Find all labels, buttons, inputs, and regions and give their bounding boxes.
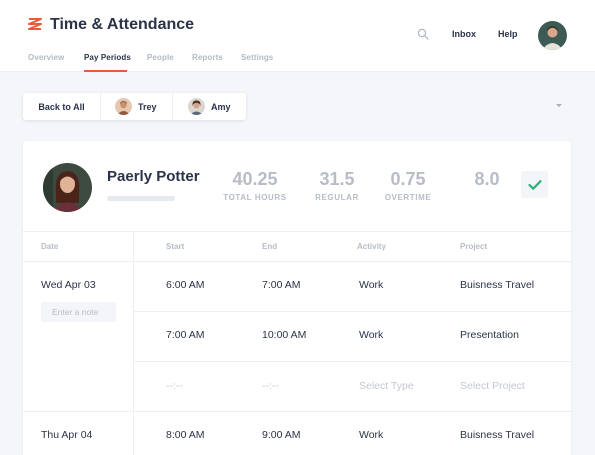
stat-regular: 31.5 REGULAR bbox=[297, 169, 377, 202]
stat-total-hours: 40.25 TOTAL HOURS bbox=[215, 169, 295, 202]
activity-type-select[interactable]: Select Type bbox=[359, 380, 414, 392]
app-title: Time & Attendance bbox=[50, 16, 195, 33]
stat-value: 31.5 bbox=[319, 169, 355, 189]
tab-reports[interactable]: Reports bbox=[192, 53, 223, 62]
entry-activity[interactable]: Work bbox=[359, 279, 384, 291]
row-divider bbox=[23, 261, 571, 262]
column-header-start: Start bbox=[166, 242, 185, 251]
tab-people[interactable]: People bbox=[147, 53, 174, 62]
row-divider bbox=[133, 311, 571, 312]
tab-overview[interactable]: Overview bbox=[28, 53, 65, 62]
name-subtitle-placeholder bbox=[107, 196, 175, 201]
entry-project[interactable]: Buisness Travel bbox=[460, 279, 535, 291]
entry-project[interactable]: Buisness Travel bbox=[460, 429, 535, 441]
person-name: Amy bbox=[211, 101, 231, 112]
avatar bbox=[188, 98, 205, 115]
stat-label: REGULAR bbox=[315, 193, 359, 202]
stat-value: 8.0 bbox=[474, 169, 500, 189]
day-date: Wed Apr 03 bbox=[41, 279, 96, 291]
stat-label: OVERTIME bbox=[384, 193, 432, 202]
tab-pay-periods[interactable]: Pay Periods bbox=[84, 53, 131, 62]
column-header-date: Date bbox=[41, 242, 59, 251]
user-avatar[interactable] bbox=[538, 21, 567, 50]
stat-overtime: 0.75 OVERTIME bbox=[368, 169, 448, 202]
row-divider bbox=[23, 411, 571, 412]
stat-other: 8.0 bbox=[447, 169, 527, 193]
entry-end[interactable]: 7:00 AM bbox=[262, 279, 301, 291]
person-chip-trey[interactable]: Trey bbox=[101, 93, 173, 120]
employee-avatar bbox=[43, 163, 92, 212]
date-column-divider bbox=[133, 231, 134, 455]
person-name: Trey bbox=[138, 101, 157, 112]
inbox-link[interactable]: Inbox bbox=[452, 29, 476, 39]
person-chip-amy[interactable]: Amy bbox=[173, 93, 246, 120]
tab-settings[interactable]: Settings bbox=[241, 53, 274, 62]
column-header-activity: Activity bbox=[357, 242, 386, 251]
entry-activity[interactable]: Work bbox=[359, 429, 384, 441]
column-header-end: End bbox=[262, 242, 278, 251]
new-entry-end-input[interactable]: --:-- bbox=[262, 380, 279, 392]
entry-start[interactable]: 8:00 AM bbox=[166, 429, 205, 441]
row-divider bbox=[133, 361, 571, 362]
entry-end[interactable]: 10:00 AM bbox=[262, 329, 307, 341]
people-filter-bar: Back to All Trey Amy bbox=[23, 93, 246, 120]
help-link[interactable]: Help bbox=[498, 29, 518, 39]
stat-value: 40.25 bbox=[232, 169, 278, 189]
approve-button[interactable] bbox=[521, 171, 548, 198]
entry-start[interactable]: 6:00 AM bbox=[166, 279, 205, 291]
table-divider bbox=[23, 231, 571, 232]
app-header: Time & Attendance Overview Pay Periods P… bbox=[0, 0, 595, 72]
back-to-all-label: Back to All bbox=[38, 101, 85, 112]
column-header-project: Project bbox=[460, 242, 488, 251]
check-icon bbox=[527, 179, 542, 190]
stat-label: TOTAL HOURS bbox=[223, 193, 287, 202]
employee-name: Paerly Potter bbox=[107, 168, 200, 185]
entry-project[interactable]: Presentation bbox=[460, 329, 519, 341]
timesheet-card: Paerly Potter 40.25 TOTAL HOURS 31.5 REG… bbox=[23, 141, 571, 455]
chevron-down-icon[interactable] bbox=[556, 104, 562, 107]
search-icon[interactable] bbox=[417, 28, 429, 40]
new-entry-start-input[interactable]: --:-- bbox=[166, 380, 183, 392]
entry-end[interactable]: 9:00 AM bbox=[262, 429, 301, 441]
day-date: Thu Apr 04 bbox=[41, 429, 93, 441]
project-select[interactable]: Select Project bbox=[460, 380, 525, 392]
logo-icon bbox=[28, 18, 42, 30]
active-tab-indicator bbox=[84, 70, 127, 72]
stat-value: 0.75 bbox=[390, 169, 426, 189]
avatar bbox=[115, 98, 132, 115]
note-input[interactable]: Enter a note bbox=[41, 302, 116, 322]
entry-start[interactable]: 7:00 AM bbox=[166, 329, 205, 341]
entry-activity[interactable]: Work bbox=[359, 329, 384, 341]
back-to-all-button[interactable]: Back to All bbox=[23, 93, 101, 120]
